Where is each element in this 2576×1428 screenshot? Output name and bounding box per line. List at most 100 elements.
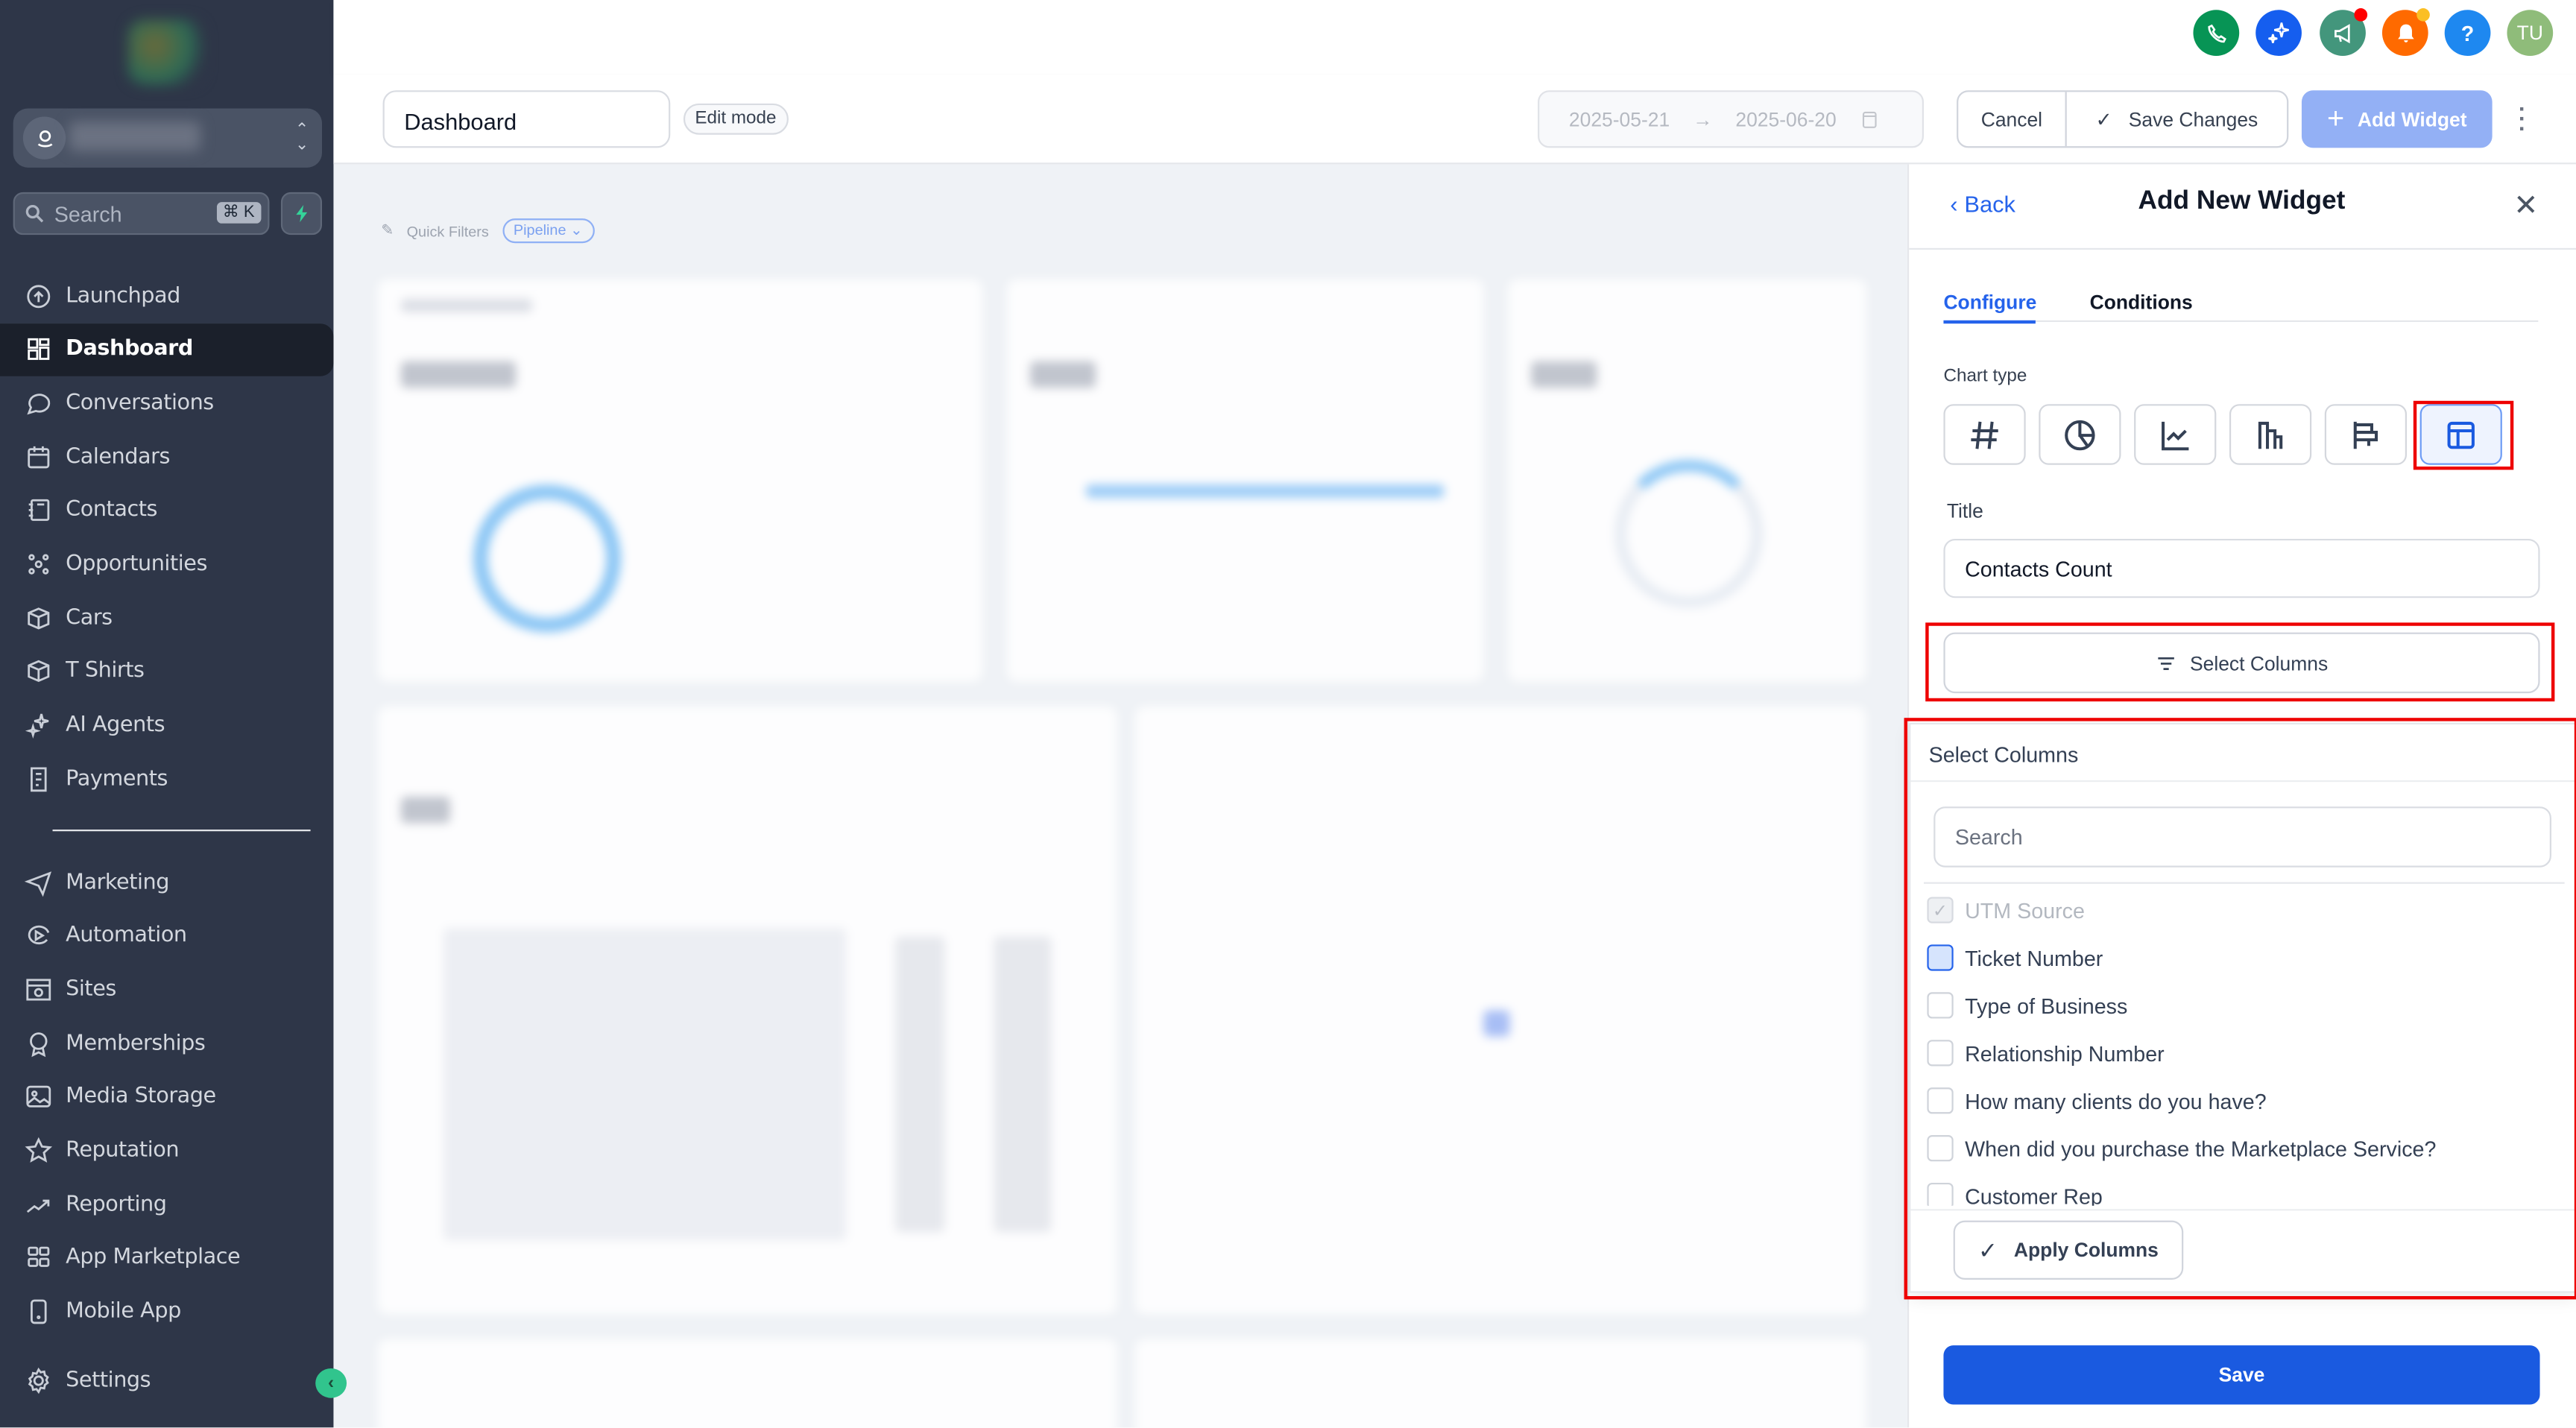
phone-icon[interactable] [2193,10,2240,56]
edit-actions: Cancel ✓ Save Changes [1957,90,2289,148]
chart-type-number[interactable] [1943,404,2026,465]
sidebar-item-reputation[interactable]: Reputation [0,1125,333,1178]
lightning-icon [295,204,307,223]
chart-type-pie[interactable] [2039,404,2121,465]
tab-configure[interactable]: Configure [1943,291,2037,314]
date-range-picker[interactable]: 2025-05-21 → 2025-06-20 [1538,90,1925,148]
checkbox[interactable]: ✓ [1927,897,1954,923]
sidebar-item-cars[interactable]: Cars [0,592,333,645]
sidebar-item-conversations[interactable]: Conversations [0,377,333,430]
pipeline-filter[interactable]: Pipeline ⌄ [502,218,595,244]
save-label: Save [2218,1363,2265,1387]
contacts-icon [28,499,50,522]
chevron-updown-icon: ⌃ ⌄ [294,121,309,155]
star-icon [25,1137,53,1163]
title-label: Title [1946,499,1983,522]
sidebar-item-marketing[interactable]: Marketing [0,856,333,909]
save-button[interactable]: Save [1943,1345,2540,1405]
sidebar-item-settings[interactable]: Settings [0,1353,333,1406]
checkbox[interactable] [1927,992,1954,1019]
dashboard-canvas-blurred [333,164,1907,1428]
sidebar-item-dashboard[interactable]: Dashboard [0,323,334,376]
sidebar-item-t-shirts[interactable]: T Shirts [0,645,333,698]
sidebar-item-label: AI Agents [66,713,165,738]
sidebar-item-opportunities[interactable]: Opportunities [0,538,333,591]
divider [1924,882,2565,884]
column-option[interactable]: Relationship Number [1927,1037,2165,1070]
column-option[interactable]: ✓ UTM Source [1927,894,2085,926]
columns-search-input[interactable]: Search [1933,806,2551,868]
sidebar-item-launchpad[interactable]: Launchpad [0,269,333,322]
tab-conditions[interactable]: Conditions [2089,291,2193,314]
column-option[interactable]: Customer Rep [1927,1180,2103,1206]
checkbox[interactable] [1927,1182,1954,1206]
gauge-chart [1614,460,1763,608]
dashboard-name-input[interactable]: Dashboard [382,90,671,148]
donut-chart [473,484,622,633]
automation-icon [28,926,50,945]
sidebar-item-memberships[interactable]: Memberships [0,1017,333,1070]
sidebar-item-ai-agents[interactable]: AI Agents [0,699,333,752]
sidebar-search[interactable]: Search ⌘ K [13,192,270,236]
back-button[interactable]: ‹ Back [1950,191,2015,217]
search-icon [25,204,44,223]
column-option[interactable]: When did you purchase the Marketplace Se… [1927,1132,2436,1165]
cancel-button[interactable]: Cancel [1958,92,2067,147]
save-changes-button[interactable]: ✓ Save Changes [2067,92,2287,146]
select-columns-button[interactable]: Select Columns [1943,632,2540,694]
location-switcher[interactable]: ⌃ ⌄ [13,108,323,168]
collapse-sidebar-button[interactable]: ‹ [315,1368,347,1398]
add-widget-button[interactable]: + Add Widget [2301,90,2493,148]
checkbox[interactable] [1927,1135,1954,1162]
chart-type-horizontal-bar[interactable] [2324,404,2408,465]
sidebar-item-calendars[interactable]: Calendars [0,431,333,484]
sidebar-item-sites[interactable]: Sites [0,963,333,1016]
chevron-left-icon: ‹ [1950,190,1958,217]
chart-type-line[interactable] [2134,404,2217,465]
shortcut-badge: ⌘ K [215,202,262,224]
checkbox[interactable] [1927,1040,1954,1067]
chart-type-label: Chart type [1943,366,2027,386]
apply-columns-button[interactable]: ✓ Apply Columns [1953,1220,2184,1280]
highlight-box [1925,622,2555,702]
sidebar-item-label: Conversations [66,391,214,416]
sparkle-icon [25,713,49,739]
more-options-icon[interactable]: · · · [2518,95,2527,142]
sidebar: ⌃ ⌄ Search ⌘ K Launchpad Dashboard Conversa… [0,0,347,1428]
divider [1910,1209,2576,1211]
sidebar-item-contacts[interactable]: Contacts [0,484,333,537]
column-option[interactable]: How many clients do you have? [1927,1084,2267,1117]
user-avatar[interactable]: TU [2507,10,2554,56]
sparkle-icon[interactable] [2255,10,2302,56]
sidebar-item-app-marketplace[interactable]: App Marketplace [0,1232,333,1285]
quick-action-button[interactable] [280,192,323,236]
title-input[interactable]: Contacts Count [1943,538,2540,598]
company-logo [127,19,204,86]
column-option[interactable]: Ticket Number [1927,941,2103,974]
check-icon: ✓ [2095,107,2112,131]
sidebar-item-label: Reporting [66,1192,167,1217]
sidebar-item-label: Dashboard [66,337,193,362]
sidebar-item-mobile-app[interactable]: Mobile App [0,1286,333,1339]
close-icon[interactable]: ✕ [2513,189,2539,222]
columns-list[interactable]: ✓ UTM Source Ticket Number Type of Business… [1910,888,2576,1206]
checkbox[interactable] [1927,1087,1954,1114]
chart-type-bar[interactable] [2229,404,2312,465]
column-option[interactable]: Type of Business [1927,989,2127,1022]
line-chart-icon [2162,420,2189,450]
plus-icon: + [2327,101,2345,135]
sidebar-item-automation[interactable]: Automation [0,909,333,962]
sidebar-item-payments[interactable]: Payments [0,753,333,806]
sidebar-item-media-storage[interactable]: Media Storage [0,1071,333,1124]
calendar-icon [28,445,50,468]
filter-lines-icon [2158,656,2174,669]
top-bar: ? TU [333,0,2576,75]
checkbox[interactable] [1927,944,1954,971]
bell-icon[interactable] [2381,8,2430,56]
chart-type-table[interactable] [2419,404,2502,465]
megaphone-icon[interactable] [2320,8,2368,56]
date-end: 2025-06-20 [1735,107,1837,131]
sidebar-item-label: Sites [66,977,116,1002]
sidebar-item-reporting[interactable]: Reporting [0,1178,333,1231]
help-icon[interactable]: ? [2444,10,2491,56]
